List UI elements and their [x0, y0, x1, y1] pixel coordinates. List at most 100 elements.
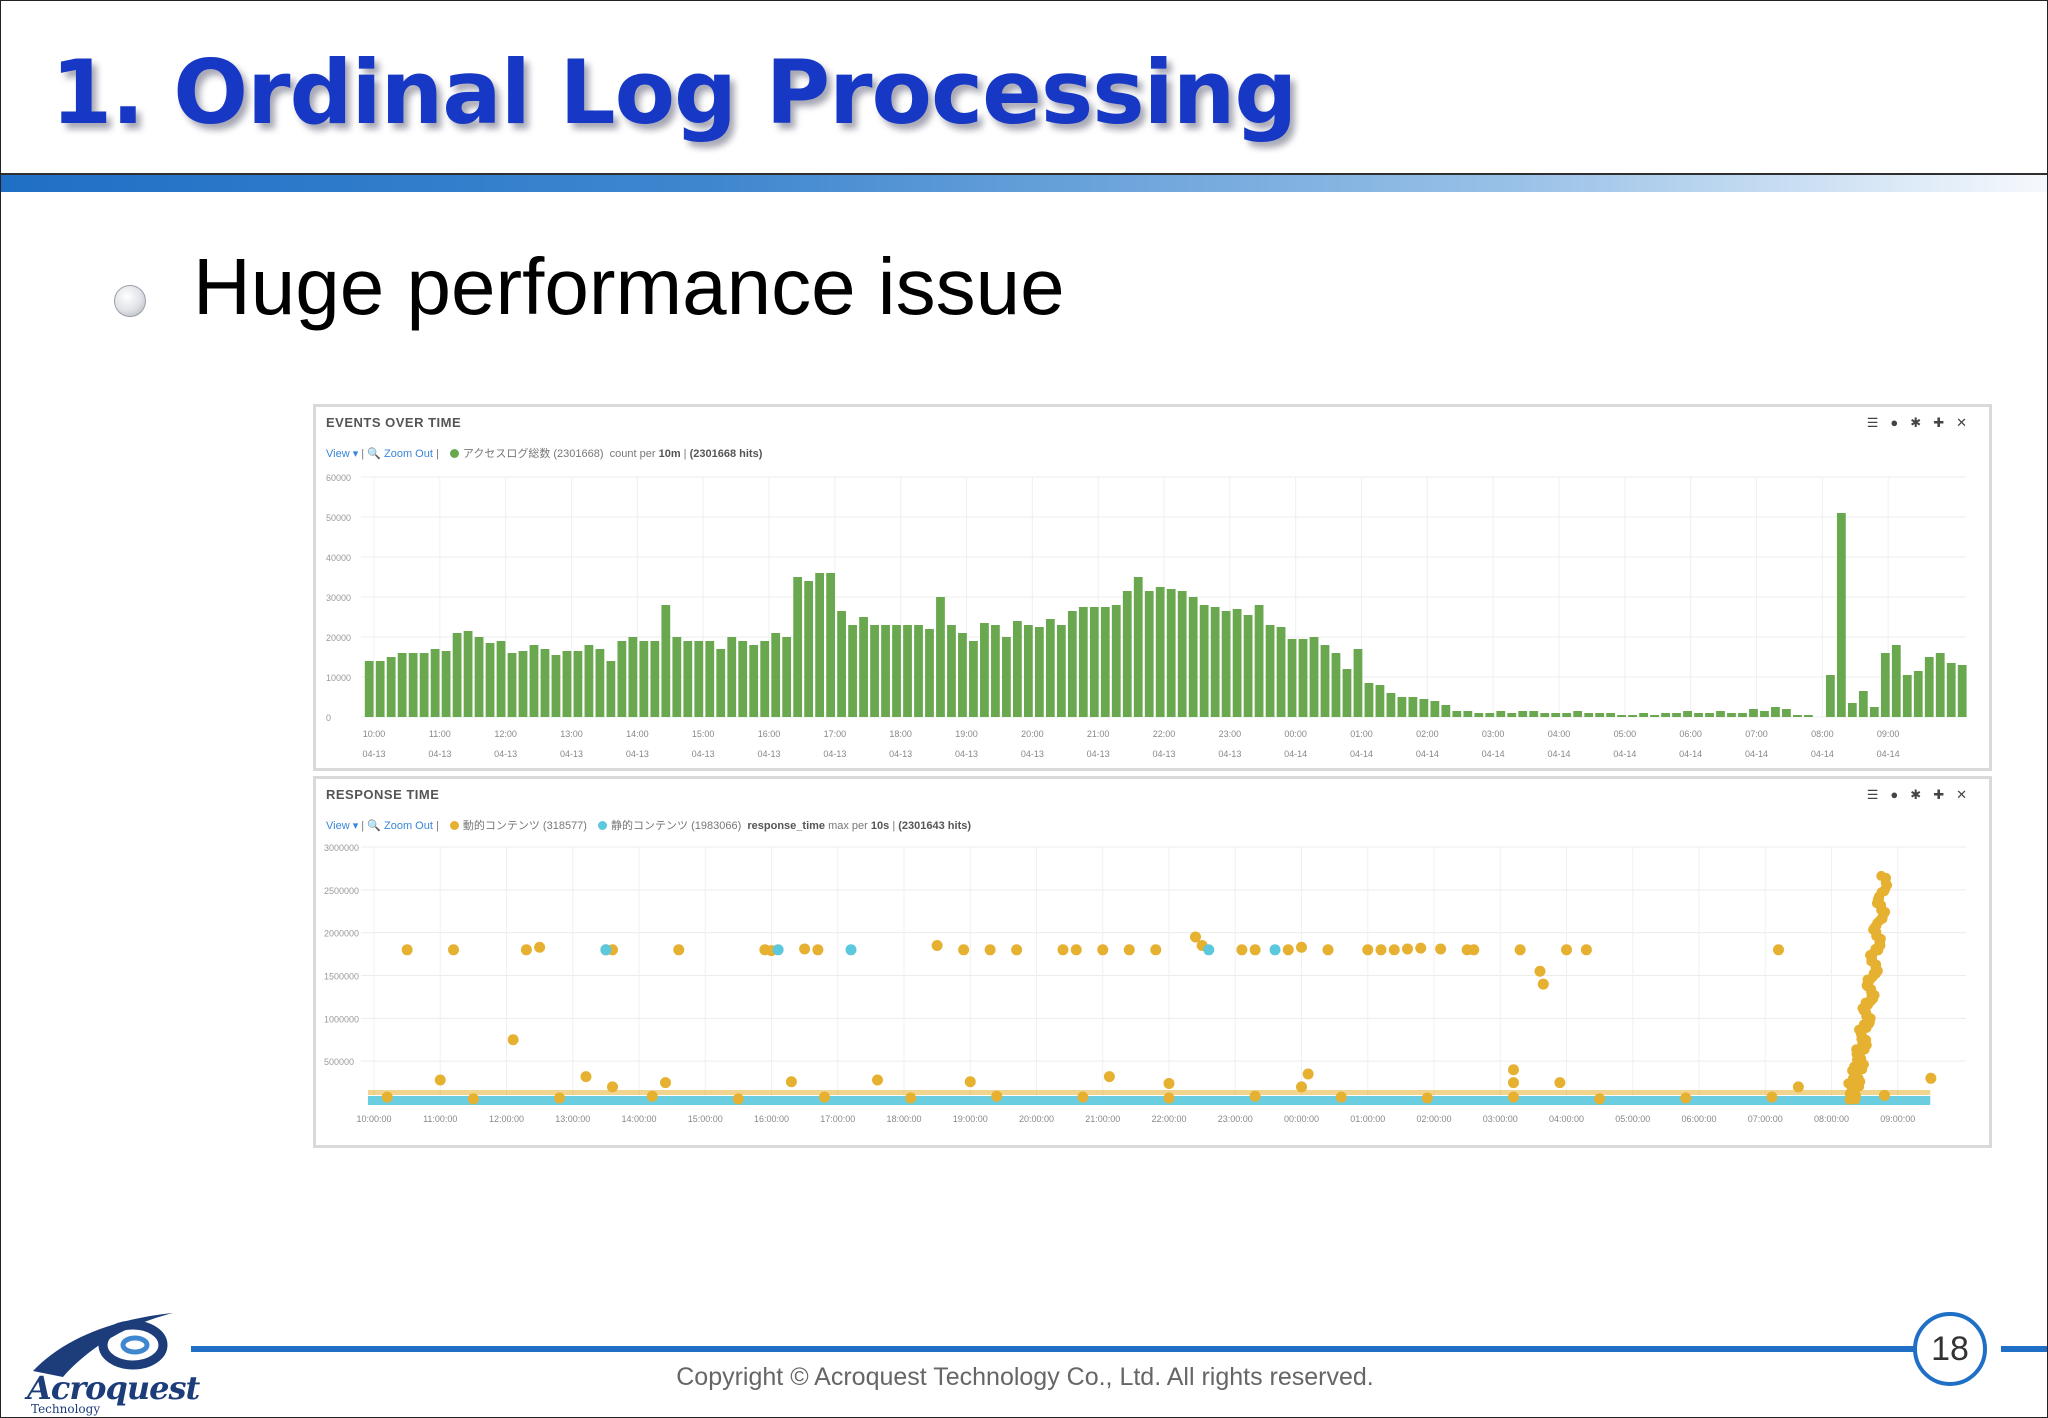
x-tick-date: 04-13: [1021, 749, 1044, 759]
x-tick-date: 04-13: [757, 749, 780, 759]
x-tick-label: 06:00:00: [1681, 1114, 1716, 1124]
bar: [397, 653, 407, 717]
dynamic-point: [812, 944, 824, 956]
dynamic-point: [984, 944, 996, 956]
panel-title: EVENTS OVER TIME: [326, 415, 462, 430]
y-tick-label: 2000000: [324, 929, 359, 939]
close-icon[interactable]: ✕: [1956, 787, 1979, 802]
x-tick-time: 03:00: [1482, 729, 1505, 739]
dynamic-point: [646, 1090, 658, 1102]
dynamic-point: [554, 1092, 565, 1104]
y-tick-label: 30000: [326, 593, 351, 603]
legend-label-static: 静的コンテンツ (1983066): [611, 820, 742, 832]
bar: [914, 625, 923, 717]
bar: [617, 641, 627, 717]
zoom-out-link[interactable]: 🔍 Zoom Out: [367, 448, 433, 460]
dynamic-point: [1103, 1071, 1115, 1083]
x-tick-label: 14:00:00: [621, 1114, 656, 1124]
bar: [881, 625, 890, 717]
bar: [1166, 589, 1176, 717]
bar: [650, 641, 660, 717]
dynamic-point: [1421, 1092, 1433, 1104]
gear-icon[interactable]: ✱: [1910, 415, 1934, 430]
bar: [848, 625, 857, 717]
x-tick-time: 18:00: [889, 729, 912, 739]
x-tick-date: 04-14: [1679, 749, 1702, 759]
logo-subtitle: Technology: [31, 1402, 101, 1416]
bar: [562, 651, 572, 717]
bar: [683, 641, 693, 717]
dynamic-point: [1070, 944, 1082, 956]
bar: [925, 629, 934, 717]
dynamic-point: [964, 1076, 976, 1088]
bar: [1793, 715, 1802, 717]
x-tick-label: 02:00:00: [1416, 1114, 1451, 1124]
bar: [1155, 587, 1165, 717]
bar: [1188, 597, 1198, 717]
dynamic-point: [1236, 944, 1248, 956]
menu-icon[interactable]: ☰: [1866, 415, 1891, 430]
bar: [793, 577, 803, 717]
dynamic-point: [991, 1090, 1003, 1102]
dynamic-point: [534, 941, 546, 953]
bar: [749, 645, 759, 717]
view-menu-link[interactable]: View ▾: [326, 820, 359, 832]
bar: [595, 649, 605, 717]
x-tick-time: 21:00: [1087, 729, 1110, 739]
move-icon[interactable]: ✚: [1933, 415, 1957, 430]
events-over-time-panel: EVENTS OVER TIME ☰●✱✚✕ View ▾ | 🔍 Zoom O…: [313, 404, 1992, 771]
dynamic-point: [799, 943, 811, 955]
bar: [430, 649, 440, 717]
y-tick-label: 40000: [326, 553, 351, 563]
dynamic-baseline-band: [368, 1090, 1931, 1095]
legend-dot-static: [598, 821, 608, 830]
bar: [1122, 591, 1132, 717]
x-tick-date: 04-13: [1152, 749, 1175, 759]
bar: [1869, 707, 1879, 717]
bar: [892, 625, 901, 717]
x-tick-time: 20:00: [1021, 729, 1044, 739]
bar: [859, 617, 868, 717]
info-icon[interactable]: ●: [1890, 787, 1911, 802]
bar: [980, 623, 989, 717]
static-point: [1203, 944, 1215, 956]
x-tick-time: 00:00: [1284, 729, 1307, 739]
move-icon[interactable]: ✚: [1933, 787, 1957, 802]
events-bar-chart: 0 10000 20000 30000 40000 50000 60000 10:00 04-1…: [326, 473, 1967, 759]
close-icon[interactable]: ✕: [1956, 415, 1979, 430]
info-icon[interactable]: ●: [1890, 415, 1911, 430]
x-tick-time: 14:00: [626, 729, 649, 739]
y-tick-label: 1000000: [324, 1014, 359, 1024]
query-hits: (2301668 hits): [689, 448, 763, 460]
bar: [1364, 683, 1374, 717]
bar: [1496, 711, 1506, 717]
bar: [364, 661, 374, 717]
menu-icon[interactable]: ☰: [1866, 787, 1891, 802]
dynamic-point: [381, 1091, 393, 1103]
dynamic-point: [1773, 944, 1784, 956]
dynamic-point: [1537, 978, 1549, 990]
bar: [1672, 713, 1681, 717]
static-point: [1269, 944, 1281, 956]
x-tick-date: 04-14: [1613, 749, 1636, 759]
dynamic-point: [1872, 944, 1884, 956]
view-menu-link[interactable]: View ▾: [326, 448, 359, 460]
zoom-out-link[interactable]: 🔍 Zoom Out: [367, 820, 433, 832]
bar: [1100, 607, 1110, 717]
x-tick-label: 18:00:00: [886, 1114, 921, 1124]
static-baseline-band: [368, 1096, 1931, 1105]
dynamic-point: [1362, 944, 1374, 956]
gear-icon[interactable]: ✱: [1910, 787, 1934, 802]
x-tick-label: 03:00:00: [1483, 1114, 1518, 1124]
bar: [1298, 639, 1308, 717]
bar: [1880, 653, 1890, 717]
dynamic-point: [1163, 1092, 1175, 1104]
bar: [903, 625, 912, 717]
dynamic-point: [1514, 944, 1526, 956]
x-tick-date: 04-13: [428, 749, 451, 759]
bar: [1111, 605, 1121, 717]
bar: [1573, 711, 1583, 717]
bar: [826, 573, 836, 717]
x-tick-date: 04-14: [1482, 749, 1505, 759]
bar: [628, 637, 638, 717]
